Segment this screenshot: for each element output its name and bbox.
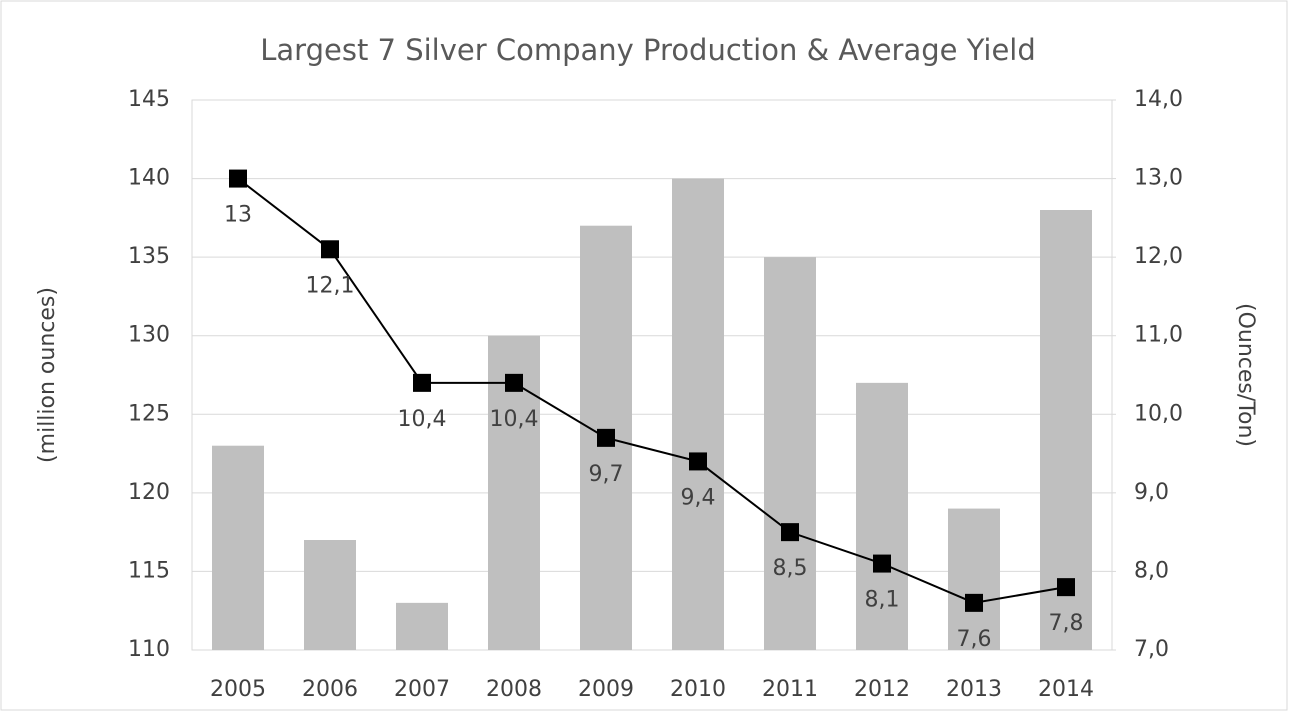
x-tick-label: 2011 bbox=[762, 677, 818, 702]
data-label: 10,4 bbox=[490, 407, 539, 432]
y-tick-label: 125 bbox=[128, 401, 170, 426]
plot-border bbox=[191, 99, 1113, 651]
bar bbox=[948, 508, 1000, 650]
x-tick-label: 2009 bbox=[578, 677, 634, 702]
y2-axis-label: (Ounces/Ton) bbox=[1233, 303, 1258, 447]
bar bbox=[1040, 210, 1092, 650]
y2-tick-label: 7,0 bbox=[1134, 637, 1169, 662]
y2-tick-label: 14,0 bbox=[1134, 87, 1183, 112]
x-tick-label: 2006 bbox=[302, 677, 358, 702]
y2-tick-label: 9,0 bbox=[1134, 480, 1169, 505]
x-tick-label: 2005 bbox=[210, 677, 266, 702]
y-tick-label: 145 bbox=[128, 87, 170, 112]
marker bbox=[873, 554, 891, 573]
data-label: 8,1 bbox=[865, 588, 900, 613]
bar bbox=[212, 445, 264, 650]
marker bbox=[413, 373, 431, 392]
line bbox=[237, 177, 1067, 604]
bar bbox=[764, 257, 816, 650]
marker bbox=[689, 452, 707, 471]
y-axis-label: (million ounces) bbox=[35, 287, 60, 463]
y-tick-label: 120 bbox=[128, 480, 170, 505]
chart-title: Largest 7 Silver Company Production & Av… bbox=[260, 33, 1036, 67]
x-tick-label: 2007 bbox=[394, 677, 450, 702]
x-tick-label: 2014 bbox=[1038, 677, 1094, 702]
y2-tick-label: 11,0 bbox=[1134, 323, 1183, 348]
data-label: 8,5 bbox=[773, 556, 808, 581]
y-tick-label: 110 bbox=[128, 637, 170, 662]
bar bbox=[304, 540, 356, 650]
data-label: 9,7 bbox=[589, 462, 624, 487]
bar bbox=[672, 178, 724, 651]
marker bbox=[505, 373, 523, 392]
bar bbox=[396, 602, 448, 650]
data-label: 9,4 bbox=[681, 485, 716, 510]
y-tick-label: 140 bbox=[128, 166, 170, 191]
marker bbox=[965, 593, 983, 612]
data-label: 10,4 bbox=[398, 407, 447, 432]
y-tick-label: 130 bbox=[128, 323, 170, 348]
y-tick-label: 115 bbox=[128, 558, 170, 583]
x-tick-label: 2012 bbox=[854, 677, 910, 702]
marker bbox=[781, 523, 799, 542]
y2-tick-label: 8,0 bbox=[1134, 558, 1169, 583]
y2-tick-label: 10,0 bbox=[1134, 401, 1183, 426]
x-tick-label: 2008 bbox=[486, 677, 542, 702]
marker bbox=[597, 428, 615, 447]
data-label: 7,6 bbox=[957, 627, 992, 652]
marker bbox=[1057, 578, 1075, 597]
data-label: 13 bbox=[224, 203, 252, 228]
data-label: 7,8 bbox=[1049, 611, 1084, 636]
x-tick-label: 2013 bbox=[946, 677, 1002, 702]
bar bbox=[856, 382, 908, 650]
data-label: 12,1 bbox=[306, 273, 355, 298]
x-tick-label: 2010 bbox=[670, 677, 726, 702]
marker bbox=[321, 240, 339, 259]
y-tick-label: 135 bbox=[128, 244, 170, 269]
y2-tick-label: 13,0 bbox=[1134, 166, 1183, 191]
marker bbox=[229, 169, 247, 188]
y2-tick-label: 12,0 bbox=[1134, 244, 1183, 269]
